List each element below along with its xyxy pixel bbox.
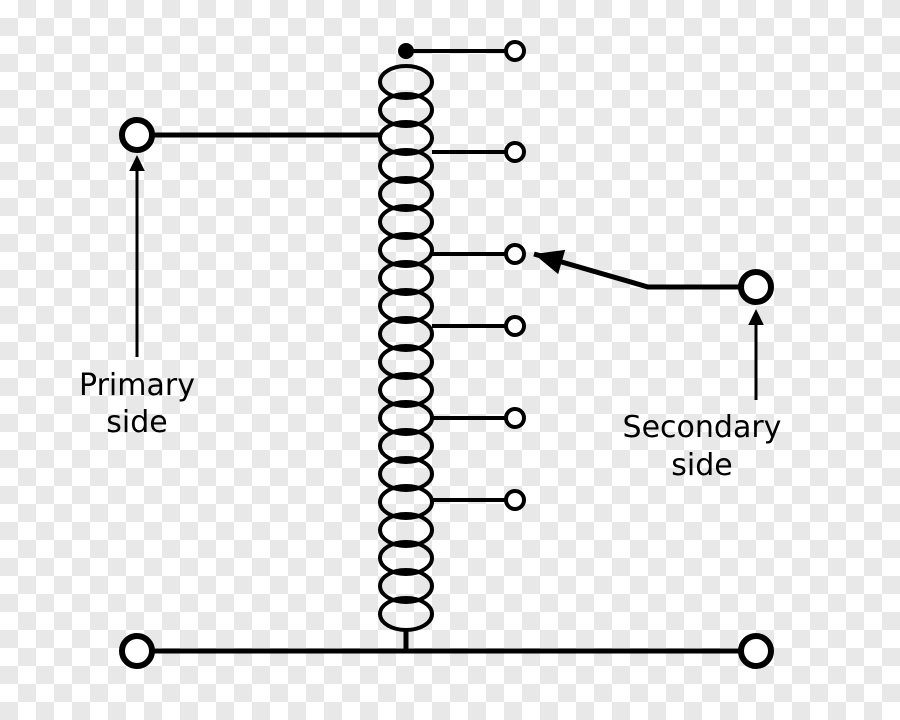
tap-terminal-5 — [506, 491, 524, 509]
primary-arrow-head — [129, 155, 145, 171]
autotransformer-diagram: Primary side Secondary side — [0, 0, 900, 720]
selector-wire — [534, 254, 756, 287]
primary-label-line1: Primary — [79, 368, 195, 403]
tap-terminal-2 — [506, 245, 524, 263]
secondary-label-line2: side — [671, 448, 732, 483]
tap-selector — [534, 250, 756, 287]
terminal-primary_bot — [122, 636, 152, 666]
coil-group — [380, 43, 432, 630]
terminal-secondary_bot — [741, 636, 771, 666]
tap-terminal-0 — [506, 42, 524, 60]
tap-terminal-3 — [506, 317, 524, 335]
selector-arrowhead — [534, 250, 565, 274]
primary-label-line2: side — [106, 405, 167, 440]
terminal-primary_top — [122, 120, 152, 150]
taps-group — [406, 42, 524, 509]
wires-group — [137, 135, 756, 651]
secondary-label-line1: Secondary — [623, 410, 782, 445]
tap-terminal-1 — [506, 143, 524, 161]
tap-terminal-4 — [506, 409, 524, 427]
secondary-arrow-head — [748, 309, 764, 325]
terminals-group — [122, 120, 771, 666]
label-arrows — [129, 155, 764, 400]
terminal-secondary_top — [741, 272, 771, 302]
